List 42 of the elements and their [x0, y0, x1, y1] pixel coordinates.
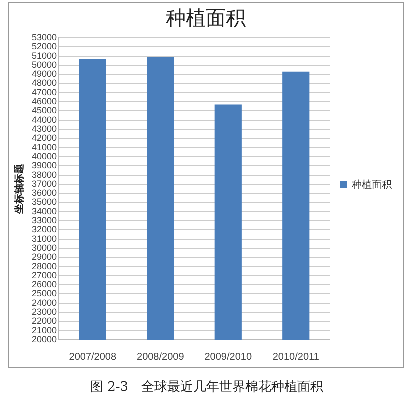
y-tick-label: 22000 — [32, 316, 58, 326]
y-tick-label: 20000 — [32, 334, 58, 344]
y-tick-label: 32000 — [32, 224, 58, 235]
x-tick-label: 2009/2010 — [204, 352, 252, 363]
y-tick-label: 23000 — [32, 307, 58, 318]
y-axis-title: 坐标轴标题 — [14, 164, 26, 215]
y-tick-label: 51000 — [32, 50, 58, 61]
chart-title: 种植面积 — [166, 6, 246, 30]
y-tick-label: 48000 — [32, 78, 58, 88]
legend-label: 种植面积 — [352, 178, 392, 191]
y-tick-label: 52000 — [32, 42, 58, 52]
y-tick-label: 26000 — [32, 280, 58, 290]
y-tick-label: 24000 — [32, 298, 58, 308]
y-tick-label: 38000 — [32, 170, 58, 180]
y-tick-label: 30000 — [32, 242, 58, 253]
y-tick-label: 42000 — [32, 133, 58, 144]
y-tick-label: 41000 — [32, 142, 58, 152]
y-tick-label: 33000 — [32, 216, 58, 226]
y-tick-label: 29000 — [32, 252, 58, 262]
x-tick-label: 2008/2009 — [137, 352, 185, 363]
y-tick-label: 37000 — [32, 178, 58, 189]
x-tick-label: 2007/2008 — [69, 352, 117, 363]
y-tick-label: 36000 — [32, 188, 58, 198]
y-tick-label: 47000 — [32, 87, 58, 98]
y-tick-label: 31000 — [32, 234, 58, 244]
y-tick-label: 35000 — [32, 197, 58, 208]
y-tick-label: 44000 — [32, 114, 58, 125]
y-tick-label: 28000 — [32, 261, 58, 272]
y-tick-label: 34000 — [32, 206, 58, 216]
y-tick-label: 21000 — [32, 325, 58, 336]
y-tick-label: 27000 — [32, 270, 58, 280]
y-tick-label: 45000 — [32, 106, 58, 116]
y-tick-label: 25000 — [32, 288, 58, 299]
y-tick-label: 43000 — [32, 124, 58, 134]
y-tick-label: 39000 — [32, 160, 58, 171]
y-tick-label: 40000 — [32, 151, 58, 162]
x-tick-label: 2010/2011 — [272, 352, 320, 363]
y-tick-label: 49000 — [32, 69, 58, 80]
caption: 图 2-3 全球最近几年世界棉花种植面积 — [89, 379, 325, 396]
y-tick-label: 50000 — [32, 60, 58, 70]
y-tick-label: 46000 — [32, 96, 58, 107]
y-tick-label: 53000 — [32, 32, 58, 42]
